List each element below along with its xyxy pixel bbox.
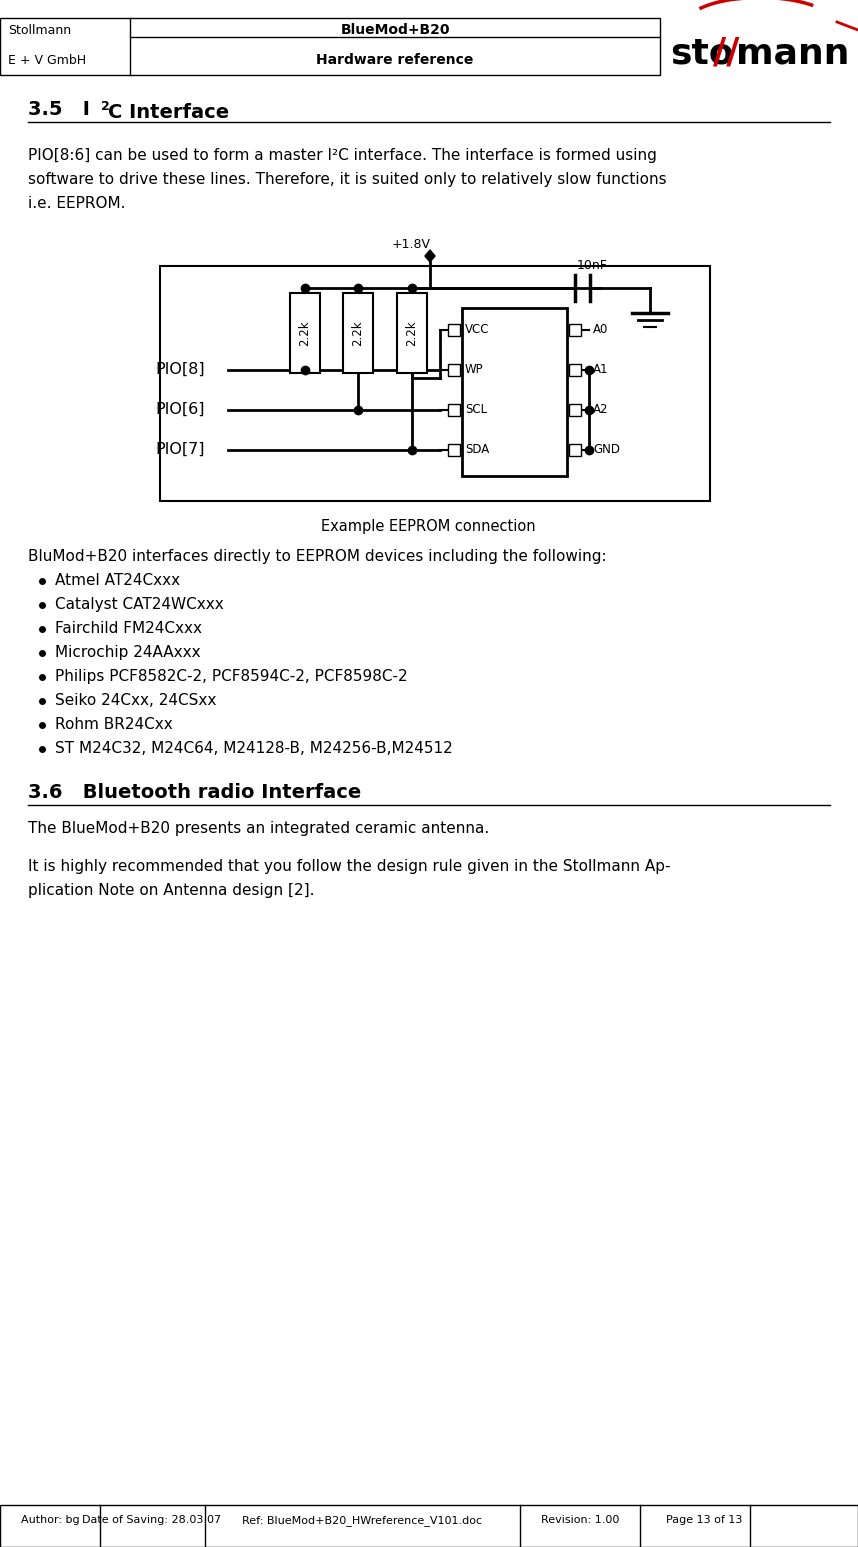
Text: 2.2k: 2.2k xyxy=(406,320,419,347)
Text: It is highly recommended that you follow the design rule given in the Stollmann : It is highly recommended that you follow… xyxy=(28,859,670,874)
Text: SCL: SCL xyxy=(465,404,487,416)
Text: Stollmann: Stollmann xyxy=(8,23,71,37)
Bar xyxy=(448,323,460,336)
Text: Date of Saving: 28.03.07: Date of Saving: 28.03.07 xyxy=(82,1515,221,1525)
Text: mann: mann xyxy=(736,36,849,70)
Text: PIO[7]: PIO[7] xyxy=(155,442,204,456)
Bar xyxy=(569,404,581,416)
Text: The BlueMod+B20 presents an integrated ceramic antenna.: The BlueMod+B20 presents an integrated c… xyxy=(28,821,489,835)
Text: Revision: 1.00: Revision: 1.00 xyxy=(541,1515,619,1525)
Text: Philips PCF8582C-2, PCF8594C-2, PCF8598C-2: Philips PCF8582C-2, PCF8594C-2, PCF8598C… xyxy=(55,668,408,684)
Text: i.e. EEPROM.: i.e. EEPROM. xyxy=(28,196,125,210)
Text: +1.8V: +1.8V xyxy=(392,238,431,251)
Text: Rohm BR24Cxx: Rohm BR24Cxx xyxy=(55,716,172,732)
Text: 10nF: 10nF xyxy=(577,258,607,272)
Bar xyxy=(462,308,567,476)
Text: Microchip 24AAxxx: Microchip 24AAxxx xyxy=(55,645,201,661)
Text: 2: 2 xyxy=(101,101,110,113)
Text: //: // xyxy=(713,36,740,70)
Text: Seiko 24Cxx, 24CSxx: Seiko 24Cxx, 24CSxx xyxy=(55,693,216,709)
Text: WP: WP xyxy=(465,364,484,376)
Text: Page 13 of 13: Page 13 of 13 xyxy=(666,1515,742,1525)
Text: E + V GmbH: E + V GmbH xyxy=(8,54,86,67)
Text: Example EEPROM connection: Example EEPROM connection xyxy=(321,518,535,534)
Text: 3.6   Bluetooth radio Interface: 3.6 Bluetooth radio Interface xyxy=(28,783,361,801)
Text: A2: A2 xyxy=(593,404,608,416)
Bar xyxy=(448,364,460,376)
Bar xyxy=(569,323,581,336)
Text: A1: A1 xyxy=(593,364,608,376)
Text: ST M24C32, M24C64, M24128-B, M24256-B,M24512: ST M24C32, M24C64, M24128-B, M24256-B,M2… xyxy=(55,741,453,756)
Polygon shape xyxy=(425,251,435,261)
Text: PIO[8:6] can be used to form a master I²C interface. The interface is formed usi: PIO[8:6] can be used to form a master I²… xyxy=(28,149,657,162)
Bar xyxy=(397,292,427,373)
Text: Hardware reference: Hardware reference xyxy=(317,53,474,67)
Text: sto: sto xyxy=(670,36,734,70)
Text: Author: bg: Author: bg xyxy=(21,1515,79,1525)
Bar xyxy=(569,364,581,376)
Text: software to drive these lines. Therefore, it is suited only to relatively slow f: software to drive these lines. Therefore… xyxy=(28,172,667,187)
Text: Ref: BlueMod+B20_HWreference_V101.doc: Ref: BlueMod+B20_HWreference_V101.doc xyxy=(242,1515,482,1525)
Text: GND: GND xyxy=(593,442,620,456)
Text: A0: A0 xyxy=(593,323,608,336)
Bar xyxy=(0,19,660,74)
Bar xyxy=(569,444,581,456)
Text: PIO[6]: PIO[6] xyxy=(155,402,204,418)
Text: plication Note on Antenna design [2].: plication Note on Antenna design [2]. xyxy=(28,883,315,897)
Text: Catalyst CAT24WCxxx: Catalyst CAT24WCxxx xyxy=(55,597,224,613)
Bar xyxy=(160,266,710,501)
Text: PIO[8]: PIO[8] xyxy=(155,362,204,377)
Text: Fairchild FM24Cxxx: Fairchild FM24Cxxx xyxy=(55,620,202,636)
Bar xyxy=(448,444,460,456)
Bar xyxy=(343,292,373,373)
Text: SDA: SDA xyxy=(465,442,489,456)
Text: 3.5   I: 3.5 I xyxy=(28,101,90,119)
Bar xyxy=(448,404,460,416)
Text: BluMod+B20 interfaces directly to EEPROM devices including the following:: BluMod+B20 interfaces directly to EEPROM… xyxy=(28,549,607,565)
Text: Atmel AT24Cxxx: Atmel AT24Cxxx xyxy=(55,572,180,588)
Text: BlueMod+B20: BlueMod+B20 xyxy=(341,23,450,37)
Text: C Interface: C Interface xyxy=(108,104,229,122)
Bar xyxy=(290,292,320,373)
Text: VCC: VCC xyxy=(465,323,490,336)
Text: 2.2k: 2.2k xyxy=(352,320,365,347)
Bar xyxy=(0,1505,858,1547)
Text: 2.2k: 2.2k xyxy=(299,320,311,347)
